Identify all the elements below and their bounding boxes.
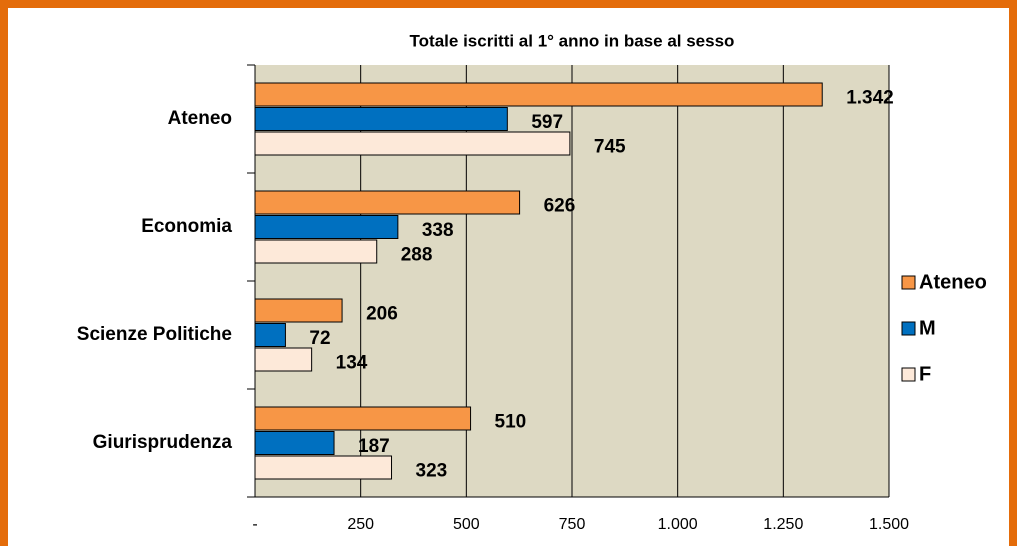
bar <box>254 406 472 431</box>
data-label: 134 <box>336 353 368 374</box>
y-tick-label: Scienze Politiche <box>77 324 232 345</box>
bar <box>254 107 508 131</box>
data-label: 1.342 <box>846 88 894 109</box>
legend-label: M <box>919 317 936 339</box>
y-tick-label: Giurisprudenza <box>93 432 233 453</box>
legend-swatch <box>901 367 916 382</box>
data-label: 510 <box>495 412 527 433</box>
x-tick-label: 1.250 <box>763 516 803 533</box>
bar <box>254 347 313 372</box>
data-label: 597 <box>531 112 563 133</box>
data-label: 288 <box>401 245 433 266</box>
data-label: 323 <box>416 461 448 482</box>
data-label: 187 <box>358 436 390 457</box>
bar <box>254 455 393 480</box>
data-label: 338 <box>422 220 454 241</box>
bar <box>254 239 378 264</box>
bar <box>254 431 335 455</box>
bar <box>254 131 571 156</box>
bar <box>254 323 286 347</box>
data-label: 206 <box>366 304 398 325</box>
legend-swatch <box>901 275 916 290</box>
x-tick-label: 1.500 <box>869 516 909 533</box>
legend-label: Ateneo <box>919 271 987 293</box>
legend-label: F <box>919 363 931 385</box>
bar <box>254 82 823 107</box>
bar <box>254 215 399 239</box>
bar <box>254 298 343 323</box>
x-tick-label: - <box>252 516 257 533</box>
data-label: 745 <box>594 137 626 158</box>
y-tick-label: Ateneo <box>168 108 232 129</box>
data-label: 626 <box>544 196 576 217</box>
data-label: 72 <box>309 328 330 349</box>
legend-swatch <box>901 321 916 336</box>
chart-title: Totale iscritti al 1° anno in base al se… <box>410 31 735 50</box>
x-tick-label: 1.000 <box>658 516 698 533</box>
bar <box>254 190 521 215</box>
y-tick-label: Economia <box>141 216 232 237</box>
x-tick-label: 500 <box>453 516 480 533</box>
x-tick-label: 750 <box>559 516 586 533</box>
x-tick-label: 250 <box>347 516 374 533</box>
